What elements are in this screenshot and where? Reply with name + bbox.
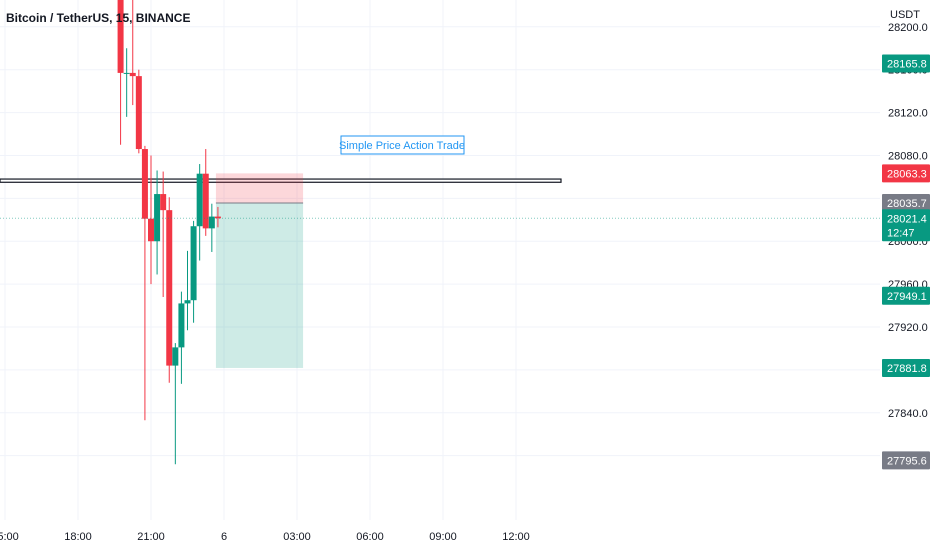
candle-body	[184, 300, 191, 304]
stop-loss-badge-bg	[882, 164, 930, 183]
candle	[202, 149, 209, 236]
time-tick-label: 6	[221, 531, 227, 543]
take-profit-1-badge-label: 28165.8	[887, 58, 927, 70]
candle-body	[141, 149, 148, 219]
horizontal-level-zone[interactable]	[0, 178, 562, 183]
candle-body	[117, 0, 124, 73]
candle-body	[178, 303, 185, 348]
candle-body	[172, 347, 179, 366]
grid	[0, 0, 880, 520]
candle	[160, 171, 167, 297]
candle	[117, 0, 124, 145]
price-tick-label: 28080.0	[888, 150, 928, 162]
price-axis-currency: USDT	[890, 9, 920, 21]
stop-loss-badge-label: 28063.3	[887, 168, 927, 180]
candle-body	[208, 216, 215, 229]
candles	[117, 0, 221, 465]
take-profit-zone[interactable]	[215, 202, 304, 368]
price-tick-label: 27920.0	[888, 322, 928, 334]
time-tick-label: 15:00	[0, 531, 19, 543]
take-profit-2-badge[interactable]: 27949.1	[882, 286, 930, 305]
candle	[123, 48, 130, 117]
candle-body	[214, 216, 221, 219]
candle-body	[202, 173, 209, 229]
candle	[154, 170, 161, 275]
entry-badge-bg	[882, 193, 930, 212]
take-profit-1-badge[interactable]: 28165.8	[882, 54, 930, 73]
candle	[178, 291, 185, 384]
time-tick-label: 21:00	[137, 531, 165, 543]
time-tick-label: 12:00	[502, 531, 530, 543]
current-price-badge-label: 28021.4	[887, 213, 927, 225]
take-profit-3-badge[interactable]: 27881.8	[882, 358, 930, 377]
take-profit-3-badge-label: 27881.8	[887, 363, 927, 375]
level-rectangle[interactable]	[0, 178, 562, 183]
take-profit-1-badge-bg	[882, 54, 930, 73]
short-position-tool[interactable]	[215, 173, 304, 368]
candle	[184, 250, 191, 331]
take-profit-3-badge-bg	[882, 358, 930, 377]
stop-loss-badge[interactable]: 28063.3	[882, 164, 930, 183]
price-tick-label: 28200.0	[888, 22, 928, 34]
candle-body	[166, 210, 173, 366]
time-tick-label: 06:00	[356, 531, 384, 543]
candle-body	[123, 72, 130, 74]
low-price-badge[interactable]: 27795.6	[882, 451, 930, 470]
candle-body	[148, 218, 154, 242]
candle-body	[196, 173, 203, 227]
candle	[129, 0, 136, 106]
current-price-badge-bg	[882, 209, 930, 242]
countdown-label: 12:47	[887, 227, 915, 239]
price-tick-label: 27840.0	[888, 408, 928, 420]
candle	[148, 155, 154, 285]
candle	[141, 145, 148, 421]
candle	[190, 220, 197, 323]
candle-body	[160, 194, 167, 211]
time-tick-label: 03:00	[283, 531, 311, 543]
candle	[135, 69, 142, 154]
current-price-badge[interactable]: 28021.4 12:47	[882, 209, 930, 242]
annotation[interactable]: Simple Price Action Trade	[339, 135, 465, 155]
entry-badge[interactable]: 28035.7	[882, 193, 930, 212]
candle	[172, 343, 179, 465]
low-price-badge-bg	[882, 451, 930, 470]
candle	[214, 206, 221, 228]
candle-body	[135, 76, 142, 150]
candle	[208, 203, 215, 252]
annotation-box[interactable]	[340, 135, 465, 155]
take-profit-2-badge-label: 27949.1	[887, 291, 927, 303]
time-axis[interactable]: 15:00 18:00 21:00 6 03:00 06:00 09:00 12:00	[0, 531, 530, 543]
price-tick-label: 28120.0	[888, 108, 928, 120]
symbol-title[interactable]: Bitcoin / TetherUS, 15, BINANCE	[6, 11, 190, 25]
annotation-text: Simple Price Action Trade	[339, 140, 465, 152]
take-profit-2-badge-bg	[882, 286, 930, 305]
time-tick-label: 18:00	[64, 531, 92, 543]
entry-badge-label: 28035.7	[887, 198, 927, 210]
candle	[196, 164, 203, 261]
candle-body	[154, 194, 161, 242]
time-tick-label: 09:00	[429, 531, 457, 543]
price-axis[interactable]: USDT 28200.028160.028120.028080.028040.0…	[882, 9, 930, 470]
low-price-badge-label: 27795.6	[887, 455, 927, 467]
candle-body	[190, 226, 197, 301]
candle-body	[129, 72, 136, 77]
candle	[166, 197, 173, 383]
stop-loss-zone[interactable]	[215, 173, 304, 203]
